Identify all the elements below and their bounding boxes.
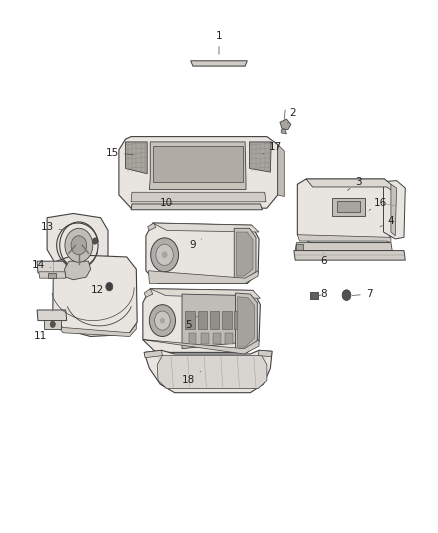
Text: 8: 8 — [319, 289, 327, 299]
Circle shape — [162, 252, 167, 258]
Polygon shape — [238, 297, 254, 347]
Polygon shape — [237, 232, 253, 276]
Polygon shape — [149, 142, 246, 190]
Polygon shape — [297, 235, 391, 243]
Text: 13: 13 — [40, 222, 62, 232]
Bar — [185, 311, 195, 329]
Polygon shape — [143, 289, 260, 352]
Polygon shape — [64, 261, 91, 280]
Polygon shape — [280, 119, 291, 130]
Polygon shape — [191, 61, 247, 66]
Polygon shape — [297, 179, 391, 243]
Text: 5: 5 — [185, 316, 198, 330]
Text: 9: 9 — [190, 239, 201, 251]
Text: 2: 2 — [288, 108, 296, 124]
Polygon shape — [144, 350, 162, 358]
Circle shape — [50, 321, 55, 327]
Polygon shape — [234, 228, 256, 280]
Text: 16: 16 — [369, 198, 387, 211]
Polygon shape — [148, 223, 156, 230]
Bar — [222, 311, 232, 329]
Polygon shape — [306, 179, 393, 191]
Polygon shape — [53, 255, 137, 336]
Text: 1: 1 — [215, 31, 223, 54]
Polygon shape — [131, 192, 266, 202]
Polygon shape — [148, 271, 258, 284]
Bar — [234, 311, 244, 329]
Polygon shape — [391, 184, 396, 236]
Polygon shape — [295, 243, 392, 251]
Text: 11: 11 — [34, 326, 53, 342]
Circle shape — [65, 228, 93, 262]
Circle shape — [149, 305, 176, 336]
Polygon shape — [48, 273, 56, 278]
Polygon shape — [182, 294, 257, 349]
Polygon shape — [384, 181, 405, 239]
Polygon shape — [125, 142, 147, 174]
Polygon shape — [157, 356, 267, 389]
Circle shape — [156, 244, 173, 265]
Bar — [225, 333, 233, 344]
Polygon shape — [336, 201, 360, 213]
Polygon shape — [47, 214, 108, 274]
Polygon shape — [146, 223, 259, 284]
Polygon shape — [44, 319, 61, 329]
Circle shape — [342, 290, 351, 301]
Text: 18: 18 — [182, 372, 201, 385]
Polygon shape — [143, 340, 259, 354]
Polygon shape — [332, 198, 365, 216]
Polygon shape — [153, 223, 259, 232]
Polygon shape — [150, 289, 260, 298]
Polygon shape — [144, 289, 153, 297]
Polygon shape — [311, 292, 318, 300]
Text: 14: 14 — [32, 261, 51, 270]
Polygon shape — [250, 142, 271, 172]
Text: 3: 3 — [347, 176, 362, 190]
Bar — [210, 311, 219, 329]
Polygon shape — [119, 136, 278, 208]
Circle shape — [160, 318, 165, 323]
Polygon shape — [294, 251, 405, 260]
Polygon shape — [131, 204, 262, 210]
Polygon shape — [144, 350, 272, 393]
Polygon shape — [278, 144, 284, 197]
Text: 17: 17 — [262, 142, 282, 154]
Circle shape — [155, 311, 170, 330]
Polygon shape — [258, 350, 272, 357]
Bar — [188, 333, 196, 344]
Circle shape — [151, 238, 179, 272]
Polygon shape — [37, 310, 67, 320]
Text: 10: 10 — [160, 198, 173, 208]
Text: 6: 6 — [320, 253, 327, 266]
Text: 15: 15 — [106, 148, 134, 158]
Polygon shape — [37, 261, 67, 273]
Polygon shape — [39, 272, 66, 278]
Circle shape — [106, 282, 113, 291]
Polygon shape — [281, 130, 286, 134]
Bar — [201, 333, 208, 344]
Polygon shape — [236, 293, 257, 350]
Bar — [198, 311, 207, 329]
Text: 4: 4 — [380, 216, 394, 227]
Polygon shape — [297, 244, 303, 249]
Polygon shape — [56, 324, 136, 336]
Text: 7: 7 — [352, 289, 372, 299]
Circle shape — [71, 236, 87, 255]
Circle shape — [92, 238, 98, 244]
Polygon shape — [153, 146, 243, 182]
Bar — [213, 333, 221, 344]
Text: 12: 12 — [91, 285, 108, 295]
